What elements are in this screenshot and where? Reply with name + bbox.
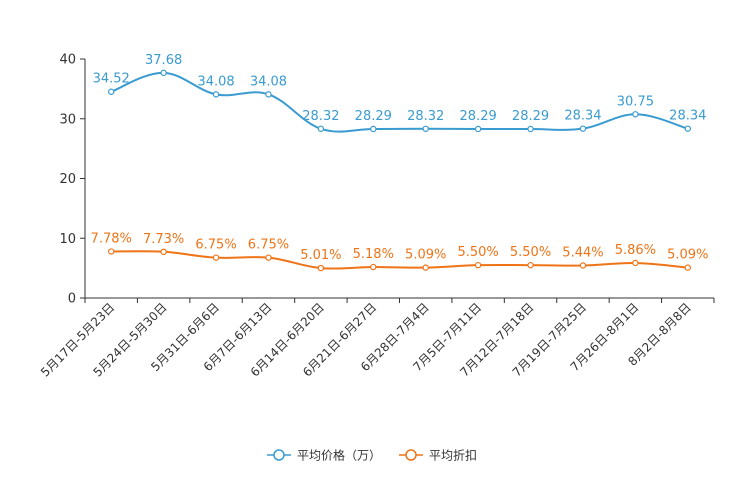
data-label: 28.29 [460, 109, 497, 124]
data-point[interactable] [527, 125, 534, 133]
data-point[interactable] [212, 91, 220, 98]
data-label: 5.09% [667, 248, 708, 263]
y-tick-label: 30 [59, 112, 76, 127]
data-point[interactable] [579, 262, 587, 269]
series-line-1 [111, 250, 688, 270]
data-point[interactable] [579, 125, 587, 132]
data-point[interactable] [160, 248, 167, 256]
series-line-0 [110, 71, 689, 133]
data-label: 5.50% [457, 245, 498, 260]
data-label: 5.01% [300, 248, 341, 263]
y-tick-label: 10 [59, 232, 76, 247]
data-label: 5.09% [405, 248, 446, 263]
y-tick-label: 20 [59, 172, 76, 187]
data-label: 30.75 [617, 94, 654, 109]
data-label: 34.52 [93, 72, 130, 87]
data-label: 28.29 [355, 109, 392, 124]
data-point[interactable] [684, 264, 691, 271]
data-point[interactable] [474, 125, 482, 133]
data-point[interactable] [317, 264, 325, 272]
data-point[interactable] [684, 125, 691, 132]
data-point[interactable] [265, 91, 272, 98]
data-label: 7.73% [143, 232, 184, 247]
data-point[interactable] [108, 248, 115, 255]
data-point[interactable] [370, 125, 377, 133]
data-label: 5.50% [510, 245, 551, 260]
data-point[interactable] [108, 88, 115, 95]
data-label: 34.08 [250, 74, 287, 89]
data-point[interactable] [474, 261, 482, 269]
legend-label: 平均价格（万） [297, 448, 381, 463]
data-point[interactable] [422, 264, 429, 271]
legend-label: 平均折扣 [429, 448, 477, 463]
legend-item-1[interactable]: 平均折扣 [399, 448, 477, 463]
data-point[interactable] [422, 125, 429, 132]
data-label: 28.32 [302, 109, 339, 124]
data-point[interactable] [632, 259, 639, 267]
axes: 0102030405月17日-5月23日5月24日-5月30日5月31日-6月6… [38, 53, 715, 380]
data-label: 5.86% [615, 243, 656, 258]
data-point[interactable] [317, 125, 325, 132]
data-label: 5.44% [562, 245, 603, 260]
data-label: 34.08 [197, 74, 234, 89]
data-point[interactable] [212, 254, 220, 261]
legend-item-0[interactable]: 平均价格（万） [266, 448, 381, 463]
legend[interactable]: 平均价格（万） 平均折扣 [266, 448, 477, 463]
data-label: 28.32 [407, 109, 444, 124]
data-label: 37.68 [145, 53, 182, 68]
data-label: 5.18% [353, 247, 394, 262]
data-point[interactable] [160, 69, 167, 77]
series-layer [108, 69, 691, 272]
data-labels: 34.52 37.68 34.08 34.08 28.32 28.29 28.32 28.29… [91, 53, 709, 263]
data-label: 28.29 [512, 109, 549, 124]
data-point[interactable] [632, 111, 639, 118]
y-tick-label: 0 [68, 292, 76, 307]
y-tick-label: 40 [59, 53, 76, 68]
data-point[interactable] [370, 263, 377, 271]
legend-marker [273, 449, 285, 461]
data-point[interactable] [265, 254, 272, 261]
data-label: 28.34 [669, 109, 706, 124]
data-point[interactable] [527, 261, 534, 269]
data-label: 7.78% [91, 232, 132, 247]
data-label: 28.34 [564, 109, 601, 124]
legend-marker [405, 449, 417, 461]
data-label: 6.75% [195, 238, 236, 253]
data-label: 6.75% [248, 238, 289, 253]
